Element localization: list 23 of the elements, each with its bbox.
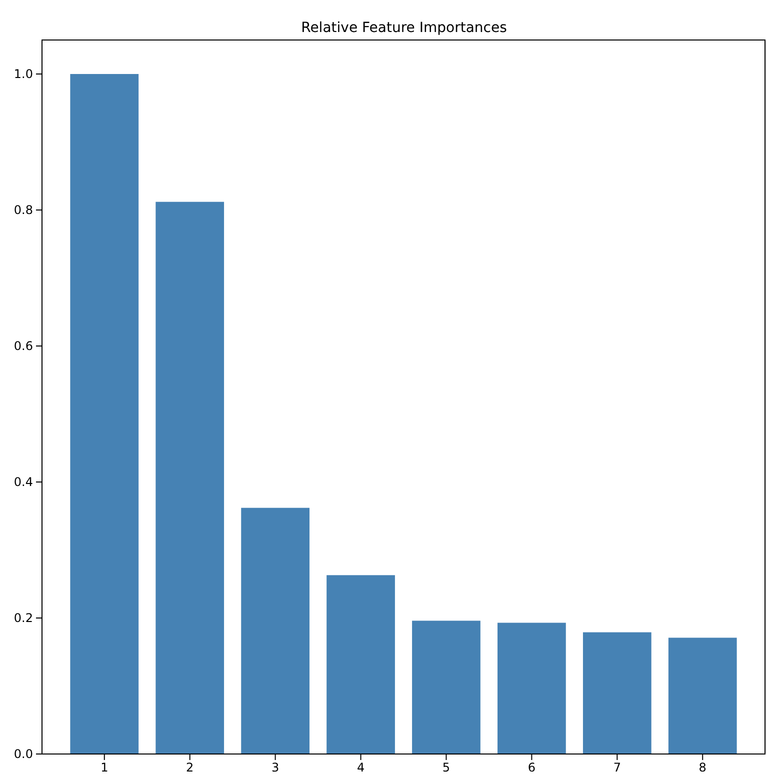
bar [156, 202, 224, 754]
y-tick-label: 0.2 [14, 610, 33, 625]
bar [582, 632, 652, 754]
bar [326, 575, 395, 754]
x-tick-label: 1 [100, 760, 108, 774]
bar [412, 620, 480, 754]
bar [668, 638, 737, 754]
bar [241, 508, 310, 754]
y-tick-label: 0.6 [14, 338, 33, 353]
y-tick-label: 0.8 [14, 202, 33, 217]
x-tick-label: 8 [698, 760, 706, 774]
bar [70, 74, 139, 754]
x-tick-label: 5 [442, 760, 450, 774]
x-tick-label: 6 [528, 760, 536, 774]
x-tick-label: 4 [356, 760, 365, 774]
bar [498, 622, 566, 754]
x-tick-label: 2 [186, 760, 194, 774]
y-tick-label: 0.4 [14, 474, 33, 489]
x-tick-label: 7 [613, 760, 621, 774]
chart-title: Relative Feature Importances [301, 20, 507, 36]
x-tick-label: 3 [271, 760, 280, 774]
y-tick-label: 0.0 [14, 746, 33, 761]
y-tick-label: 1.0 [14, 66, 33, 81]
